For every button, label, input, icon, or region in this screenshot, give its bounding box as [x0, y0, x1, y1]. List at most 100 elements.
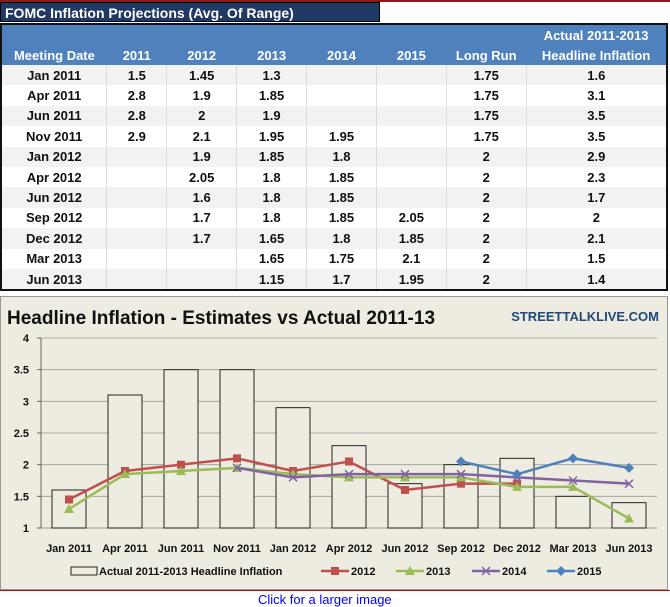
y-tick-label: 1.5 — [14, 491, 29, 503]
table-cell: Apr 2012 — [1, 166, 108, 188]
legend-marker — [331, 567, 339, 575]
header-top-cell — [236, 24, 307, 45]
table-cell: 1.85 — [306, 207, 377, 229]
table-cell: 3.1 — [526, 85, 668, 106]
y-tick-label: 2.5 — [14, 428, 29, 440]
table-cell: 1.9 — [166, 146, 238, 167]
larger-image-link[interactable]: Click for a larger image — [258, 592, 392, 607]
table-cell — [106, 166, 168, 188]
table-cell: 2 — [166, 105, 238, 127]
table-cell: 1.5 — [106, 65, 168, 86]
point-2013 — [176, 466, 186, 475]
table-cell: 1.65 — [236, 228, 308, 249]
table-cell: 1.7 — [526, 187, 668, 208]
table-cell: 1.7 — [166, 207, 238, 229]
table-cell: Nov 2011 — [1, 126, 108, 147]
table-cell: 2.1 — [166, 126, 238, 147]
table-cell: 2 — [446, 228, 527, 249]
point-2012 — [401, 486, 409, 494]
table-cell: 1.85 — [236, 85, 308, 106]
table-cell: 2.1 — [526, 228, 668, 249]
table-cell — [306, 105, 377, 127]
table-cell — [306, 65, 377, 86]
table-row: Dec 2012 1.7 1.65 1.8 1.85 2 2.1 — [1, 228, 668, 249]
bar-actual — [107, 394, 143, 529]
header-top-cell — [1, 24, 107, 45]
inflation-chart: Headline Inflation - Estimates vs Actual… — [0, 296, 668, 590]
watermark: STREETTALKLIVE.COM — [511, 309, 659, 324]
table-cell: 2 — [446, 187, 527, 208]
table-cell — [376, 85, 447, 106]
table-cell: 1.8 — [306, 228, 377, 249]
table-cell: 1.75 — [446, 126, 527, 147]
point-2014 — [288, 472, 298, 482]
table-cell: 1.15 — [236, 268, 308, 291]
table-cell: 1.9 — [236, 105, 308, 127]
table-cell: Mar 2013 — [1, 248, 108, 269]
x-tick-label: Sep 2012 — [437, 543, 485, 555]
point-2014 — [624, 479, 634, 489]
table-title: FOMC Inflation Projections (Avg. Of Rang… — [0, 2, 380, 22]
table-cell: 2.1 — [376, 248, 447, 269]
header-top-cell: Actual 2011-2013 — [526, 24, 667, 45]
table-cell — [376, 105, 447, 127]
column-header: 2014 — [306, 45, 377, 65]
table-cell: 3.5 — [526, 105, 668, 127]
legend-label: 2015 — [577, 566, 601, 578]
x-tick-label: Jan 2012 — [270, 543, 316, 555]
point-2012 — [177, 460, 185, 469]
table-cell: 2 — [446, 207, 527, 229]
chart-title: Headline Inflation - Estimates vs Actual… — [7, 308, 435, 329]
table-cell: 2.9 — [106, 126, 168, 147]
table-cell: 1.95 — [306, 126, 377, 147]
bar-actual — [611, 502, 647, 529]
table-cell: 1.95 — [376, 268, 447, 291]
table-cell: Jan 2012 — [1, 146, 108, 167]
header-top-cell — [376, 24, 447, 45]
legend-marker — [481, 566, 491, 576]
legend-label: 2013 — [426, 566, 450, 578]
x-tick-label: Jun 2012 — [381, 543, 428, 555]
table-cell: 1.5 — [526, 248, 668, 269]
legend-label: 2012 — [351, 566, 375, 578]
x-tick-label: Jun 2013 — [605, 543, 652, 555]
point-2013 — [456, 472, 466, 482]
table-cell: 2.8 — [106, 105, 168, 127]
y-tick-label: 2 — [23, 460, 29, 472]
table-row: Jan 2012 1.9 1.85 1.8 2 2.9 — [1, 146, 668, 167]
column-header: Long Run — [446, 45, 527, 65]
table-cell: 1.45 — [166, 65, 238, 86]
header-top-cell — [166, 24, 237, 45]
column-header: Headline Inflation — [526, 45, 667, 65]
table-row: Nov 2011 2.9 2.1 1.95 1.95 1.75 3.5 — [1, 126, 668, 147]
table-cell: Sep 2012 — [1, 207, 108, 229]
point-2015 — [568, 453, 578, 464]
table-cell — [106, 146, 168, 167]
legend-label: Actual 2011-2013 Headline Inflation — [99, 566, 283, 578]
column-header: 2015 — [376, 45, 447, 65]
table-cell: 1.75 — [446, 105, 527, 127]
x-tick-label: Apr 2012 — [326, 543, 372, 555]
table-cell: 2 — [446, 166, 527, 188]
bar-actual — [163, 369, 199, 529]
point-2012 — [345, 457, 353, 466]
table-cell: Jun 2011 — [1, 105, 108, 127]
table-cell: Jun 2013 — [1, 268, 108, 291]
table-row: Jun 2011 2.8 2 1.9 1.75 3.5 — [1, 105, 668, 127]
table-cell: 1.85 — [306, 166, 377, 188]
table-cell: 1.75 — [306, 248, 377, 269]
x-tick-label: Apr 2011 — [102, 543, 148, 555]
table-cell: 2.8 — [106, 85, 168, 106]
projections-table: Actual 2011-2013 Meeting Date 2011 2012 2013… — [0, 23, 668, 292]
point-2014 — [456, 469, 466, 479]
legend-marker — [405, 566, 415, 575]
y-tick-label: 1 — [23, 523, 29, 535]
table-row: Jun 2012 1.6 1.8 1.85 2 1.7 — [1, 187, 668, 208]
table-cell: 1.75 — [446, 85, 527, 106]
point-2013 — [512, 481, 522, 491]
table-row: Apr 2012 2.05 1.8 1.85 2 2.3 — [1, 166, 668, 188]
point-2012 — [65, 495, 73, 504]
bar-actual — [555, 495, 591, 529]
table-cell: 3.5 — [526, 126, 668, 147]
legend-marker — [556, 566, 566, 576]
